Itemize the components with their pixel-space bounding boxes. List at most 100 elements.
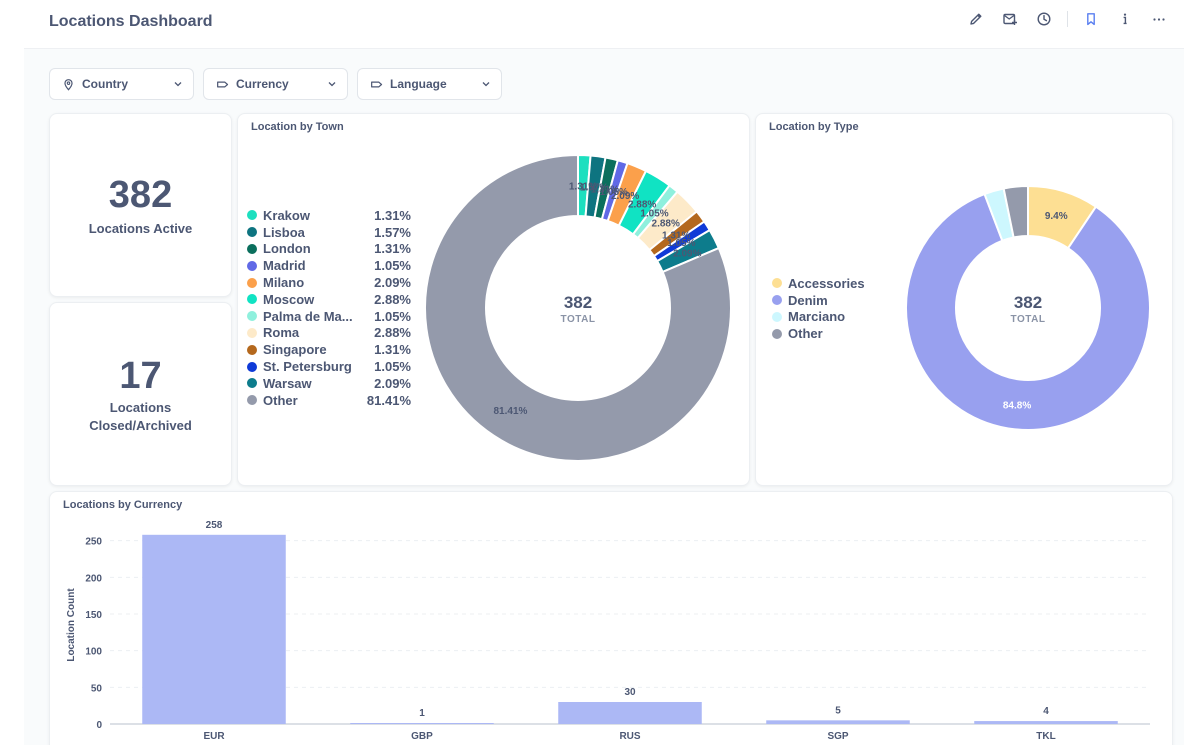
tag-icon (370, 77, 384, 91)
legend-dot-icon (247, 210, 257, 221)
legend-dot-icon (247, 327, 257, 338)
town-legend-item[interactable]: Krakow 1.31% (247, 207, 411, 224)
locations-by-currency-card[interactable]: Locations by Currency 0 50 100 150 200 250 Loc… (49, 491, 1173, 745)
town-slice-label: 1.05% (600, 187, 628, 198)
town-slice-label: 1.57% (580, 183, 608, 194)
type-center-label: TOTAL (1011, 314, 1046, 325)
town-slice-moscow[interactable] (617, 169, 671, 236)
type-slice-accessories[interactable] (1027, 184, 1098, 250)
town-center-value: 382 (564, 293, 592, 312)
legend-dot-icon (247, 395, 257, 406)
legend-dot-icon (247, 361, 257, 372)
currency-filter[interactable]: Currency (203, 68, 348, 100)
town-slice-singapore[interactable] (647, 210, 706, 258)
bar-eur[interactable] (142, 534, 286, 724)
town-legend-item[interactable]: Moscow 2.88% (247, 291, 411, 308)
legend-value: 1.05% (374, 359, 411, 375)
language-filter[interactable]: Language (357, 68, 502, 100)
bar-value-label: 4 (1043, 706, 1049, 717)
town-legend-item[interactable]: Milano 2.09% (247, 274, 411, 291)
town-slice-label: 1.31% (569, 182, 597, 193)
dashboard-header: Locations Dashboard (0, 0, 1184, 48)
legend-label: Roma (263, 325, 300, 341)
town-slice-warsaw[interactable] (655, 228, 721, 274)
town-slice-st-petersburg[interactable] (652, 220, 712, 263)
location-by-type-card[interactable]: Location by Type Accessories Denim Marcian… (755, 113, 1173, 486)
town-slice-label: 2.09% (611, 191, 639, 202)
town-slice-label: 2.09% (673, 249, 701, 260)
town-legend-item[interactable]: Roma 2.88% (247, 325, 411, 342)
type-legend-item[interactable]: Marciano (772, 309, 865, 326)
x-tick-label: TKL (1036, 731, 1055, 742)
town-legend-item[interactable]: Other 81.41% (247, 392, 411, 409)
type-slice-other[interactable] (1002, 184, 1029, 239)
bar-tkl[interactable] (974, 721, 1118, 724)
locations-closed-label-line2: Closed/Archived (89, 418, 192, 433)
legend-label: Milano (263, 275, 305, 291)
town-legend-item[interactable]: London 1.31% (247, 241, 411, 258)
history-icon[interactable] (1027, 8, 1061, 30)
locations-active-card[interactable]: 382 Locations Active (49, 113, 232, 297)
country-filter[interactable]: Country (49, 68, 194, 100)
subscribe-icon[interactable] (993, 8, 1027, 30)
filter-bar: Country Currency Language (49, 68, 502, 100)
chevron-down-icon (173, 79, 183, 89)
locations-closed-card[interactable]: 17 Locations Closed/Archived (49, 302, 232, 486)
location-by-type-title: Location by Type (769, 121, 859, 133)
town-slice-krakow[interactable] (577, 153, 592, 218)
town-legend-item[interactable]: St. Petersburg 1.05% (247, 358, 411, 375)
town-slice-label: 1.05% (640, 208, 668, 219)
town-slice-lisboa[interactable] (584, 154, 607, 219)
town-legend-item[interactable]: Singapore 1.31% (247, 341, 411, 358)
type-slice-marciano[interactable] (983, 187, 1015, 243)
locations-active-label: Locations Active (88, 221, 193, 236)
legend-dot-icon (772, 295, 782, 306)
currency-filter-label: Currency (236, 77, 289, 91)
location-by-town-card[interactable]: Location by Town Krakow 1.31% Lisboa 1.57% L… (237, 113, 750, 486)
town-slice-london[interactable] (593, 156, 620, 221)
type-slice-denim[interactable] (905, 192, 1151, 431)
legend-value: 1.31% (374, 241, 411, 257)
legend-dot-icon (772, 311, 782, 322)
legend-label: Other (788, 326, 823, 342)
type-legend-item[interactable]: Accessories (772, 275, 865, 292)
legend-value: 1.31% (374, 207, 411, 223)
town-legend-item[interactable]: Palma de Ma... 1.05% (247, 308, 411, 325)
legend-value: 1.05% (374, 258, 411, 274)
locations-closed-label-line1: Locations (109, 400, 172, 415)
town-slice-label: 1.31% (662, 231, 690, 242)
type-center-value: 382 (1014, 293, 1042, 312)
town-slice-other[interactable] (424, 153, 732, 462)
x-tick-label: RUS (619, 731, 640, 742)
x-tick-label: GBP (411, 731, 433, 742)
location-by-town-title: Location by Town (251, 121, 344, 133)
town-slice-palma-de-ma[interactable] (631, 184, 679, 240)
legend-dot-icon (247, 294, 257, 305)
x-tick-label: SGP (827, 731, 848, 742)
y-tick-label: 200 (85, 573, 102, 584)
info-icon[interactable] (1108, 8, 1142, 30)
bar-sgp[interactable] (766, 720, 910, 724)
locations-active-value: 382 (108, 174, 173, 216)
bar-value-label: 1 (419, 708, 425, 719)
pencil-icon[interactable] (959, 8, 993, 30)
town-legend-item[interactable]: Warsaw 2.09% (247, 375, 411, 392)
type-legend-item[interactable]: Other (772, 325, 865, 342)
bookmark-icon[interactable] (1074, 8, 1108, 30)
type-slice-label: 9.4% (1045, 211, 1068, 222)
y-tick-label: 50 (91, 683, 103, 694)
bar-rus[interactable] (558, 702, 702, 724)
town-slice-milano[interactable] (606, 161, 648, 227)
town-legend-item[interactable]: Lisboa 1.57% (247, 224, 411, 241)
legend-label: Accessories (788, 275, 865, 291)
more-icon[interactable] (1142, 8, 1176, 30)
type-slice-label: 84.8% (1003, 400, 1031, 411)
legend-value: 2.88% (374, 291, 411, 307)
town-slice-madrid[interactable] (600, 159, 629, 223)
type-legend-item[interactable]: Denim (772, 292, 865, 309)
town-legend-item[interactable]: Madrid 1.05% (247, 257, 411, 274)
town-legend: Krakow 1.31% Lisboa 1.57% London 1.31% Madrid 1… (247, 207, 411, 409)
bar-gbp[interactable] (350, 723, 494, 724)
legend-value: 2.09% (374, 375, 411, 391)
town-slice-roma[interactable] (636, 190, 699, 252)
